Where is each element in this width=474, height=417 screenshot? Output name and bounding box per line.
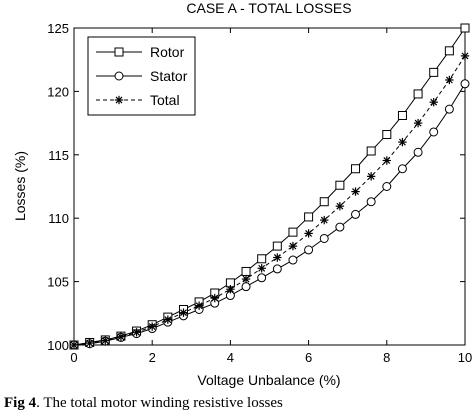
- total-data-point: [194, 301, 204, 310]
- total-data-point: [382, 156, 391, 165]
- rotor-data-point: [429, 67, 439, 77]
- total-data-point: [163, 315, 173, 324]
- stator-data-point: [444, 104, 454, 114]
- rotor-data-point: [351, 164, 361, 174]
- x-tick-label: 10: [458, 350, 472, 365]
- total-series-line: [73, 55, 466, 346]
- total-data-point: [335, 201, 345, 211]
- y-tick-label: 110: [48, 211, 69, 226]
- total-data-point: [288, 241, 298, 251]
- x-axis-title: Voltage Unbalance (%): [197, 372, 340, 388]
- stator-data-point: [272, 264, 282, 274]
- total-data-point: [226, 285, 235, 294]
- y-axis-title: Losses (%): [12, 151, 28, 221]
- total-data-point: [413, 118, 423, 128]
- stator-data-point: [241, 282, 251, 292]
- total-data-point: [398, 137, 407, 147]
- stator-data-point: [460, 79, 470, 89]
- rotor-data-point: [304, 212, 314, 222]
- y-tick-label: 105: [47, 275, 69, 290]
- total-data-point: [429, 97, 438, 107]
- total-data-point: [116, 332, 126, 341]
- y-tick-label: 125: [47, 21, 69, 36]
- x-tick-label: 8: [383, 350, 390, 365]
- chart-title: CASE A - TOTAL LOSSES: [186, 0, 351, 16]
- x-tick-label: 2: [149, 350, 156, 365]
- total-data-point: [132, 328, 141, 337]
- rotor-data-point: [335, 180, 345, 190]
- stator-data-point: [382, 182, 392, 191]
- y-tick-label: 115: [48, 148, 69, 163]
- stator-data-point: [304, 245, 314, 255]
- legend-stator-label: Stator: [150, 68, 188, 84]
- total-data-point: [101, 336, 110, 345]
- rotor-data-point: [257, 254, 267, 264]
- figure-caption-text: . The total motor winding resistive loss…: [36, 395, 283, 411]
- legend-stator-marker: [114, 71, 124, 81]
- figure-caption: Fig 4. The total motor winding resistive…: [4, 395, 283, 412]
- legend-total-label: Total: [150, 92, 180, 108]
- total-data-point: [210, 293, 219, 303]
- rotor-data-point: [272, 241, 282, 251]
- total-data-point: [257, 264, 266, 273]
- total-data-point: [179, 308, 188, 317]
- total-data-point: [85, 338, 94, 348]
- chart-figure: CASE A - TOTAL LOSSES Voltage Unbalance …: [12, 0, 472, 388]
- total-data-point: [69, 340, 79, 350]
- x-tick-label: 0: [70, 350, 77, 365]
- stator-data-point: [366, 197, 376, 207]
- legend-rotor-marker: [114, 47, 124, 57]
- stator-data-point: [335, 222, 345, 232]
- y-tick-label: 100: [47, 338, 69, 353]
- total-data-point: [366, 172, 376, 181]
- legend-total-marker: [114, 95, 124, 105]
- x-tick-label: 4: [227, 350, 234, 365]
- rotor-data-point: [413, 89, 423, 99]
- rotor-data-point: [460, 23, 470, 33]
- total-data-point: [241, 274, 251, 284]
- figure-caption-label: Fig 4: [4, 395, 37, 411]
- total-data-point: [148, 322, 157, 331]
- stator-data-point: [351, 209, 361, 219]
- rotor-data-point: [444, 46, 454, 56]
- rotor-data-point: [382, 130, 392, 140]
- total-data-point: [460, 51, 470, 61]
- total-data-point: [273, 253, 282, 262]
- stator-data-point: [288, 255, 298, 265]
- x-tick-label: 6: [305, 350, 312, 365]
- total-data-point: [320, 215, 329, 225]
- stator-data-point: [413, 147, 423, 157]
- total-data-point: [304, 229, 313, 238]
- rotor-data-point: [319, 197, 329, 207]
- rotor-data-point: [397, 110, 407, 120]
- legend-rotor-label: Rotor: [150, 44, 185, 60]
- stator-data-point: [397, 164, 407, 174]
- rotor-data-point: [241, 266, 251, 276]
- stator-data-point: [257, 273, 267, 283]
- plot-area: 0 2 4 6 8 10 100 105 110 115 120 125 Rotor Stator Tota…: [47, 21, 472, 365]
- total-data-point: [445, 75, 454, 85]
- y-tick-label: 120: [47, 84, 69, 99]
- total-data-point: [351, 187, 360, 196]
- stator-data-point: [429, 127, 439, 137]
- stator-data-point: [319, 233, 329, 243]
- rotor-data-point: [366, 146, 376, 156]
- rotor-data-point: [288, 227, 298, 237]
